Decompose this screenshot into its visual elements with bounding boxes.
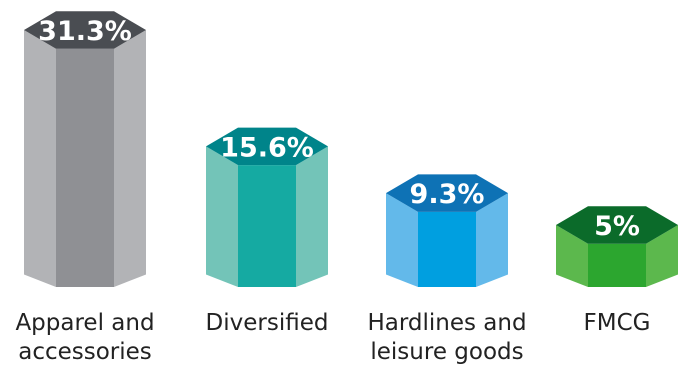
bar-cap <box>206 127 328 166</box>
bar-left-face <box>24 30 56 287</box>
bar-value-label: 31.3% <box>38 16 132 47</box>
bar-cap <box>386 174 508 212</box>
bar-right-face <box>296 146 328 287</box>
category-label: Diversified <box>206 310 329 336</box>
category-label: FMCG <box>584 310 651 336</box>
category-label: accessories <box>18 339 152 365</box>
bar-cap <box>556 206 678 244</box>
category-label: Hardlines and <box>367 310 526 336</box>
bar-right-face <box>476 193 508 287</box>
bar-left-face <box>556 224 588 287</box>
bar-right-face <box>114 30 146 287</box>
bar-front-face <box>56 48 114 287</box>
bar-value-label: 9.3% <box>410 179 485 210</box>
category-label: leisure goods <box>370 339 523 365</box>
bar-front-face <box>238 165 296 287</box>
bar-front-face <box>418 211 476 287</box>
bar-left-face <box>206 146 238 287</box>
bar-value-label: 5% <box>594 211 640 242</box>
bar-cap <box>24 11 146 49</box>
bar-left-face <box>386 193 418 287</box>
bar-front-face <box>588 243 646 287</box>
bar-value-label: 15.6% <box>220 132 314 163</box>
category-label: Apparel and <box>15 310 154 336</box>
bar-right-face <box>646 224 678 287</box>
